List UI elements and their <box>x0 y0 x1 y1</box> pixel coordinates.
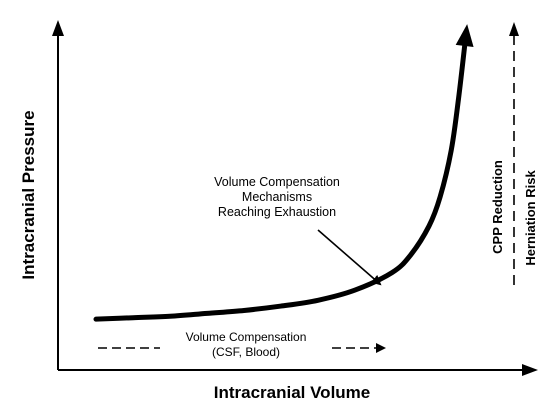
y-axis-label: Intracranial Pressure <box>19 110 38 279</box>
annotation-exhaustion-line-3: Reaching Exhaustion <box>218 205 336 219</box>
annotation-exhaustion-line-2: Mechanisms <box>242 190 312 204</box>
annotation-compensation-line-1: Volume Compensation <box>186 330 307 344</box>
annotation-exhaustion-line-1: Volume Compensation <box>214 175 340 189</box>
label-herniation-risk: Herniation Risk <box>523 170 538 266</box>
annotation-exhaustion-arrow <box>318 230 380 284</box>
y-axis-arrow-icon <box>52 20 64 36</box>
right-arrow-icon <box>509 22 519 36</box>
annotation-compensation-line-2: (CSF, Blood) <box>212 345 280 359</box>
x-axis-arrow-icon <box>522 364 538 376</box>
label-cpp-reduction: CPP Reduction <box>490 160 505 254</box>
curve-arrow-icon <box>456 24 474 47</box>
x-axis-label: Intracranial Volume <box>214 383 371 402</box>
